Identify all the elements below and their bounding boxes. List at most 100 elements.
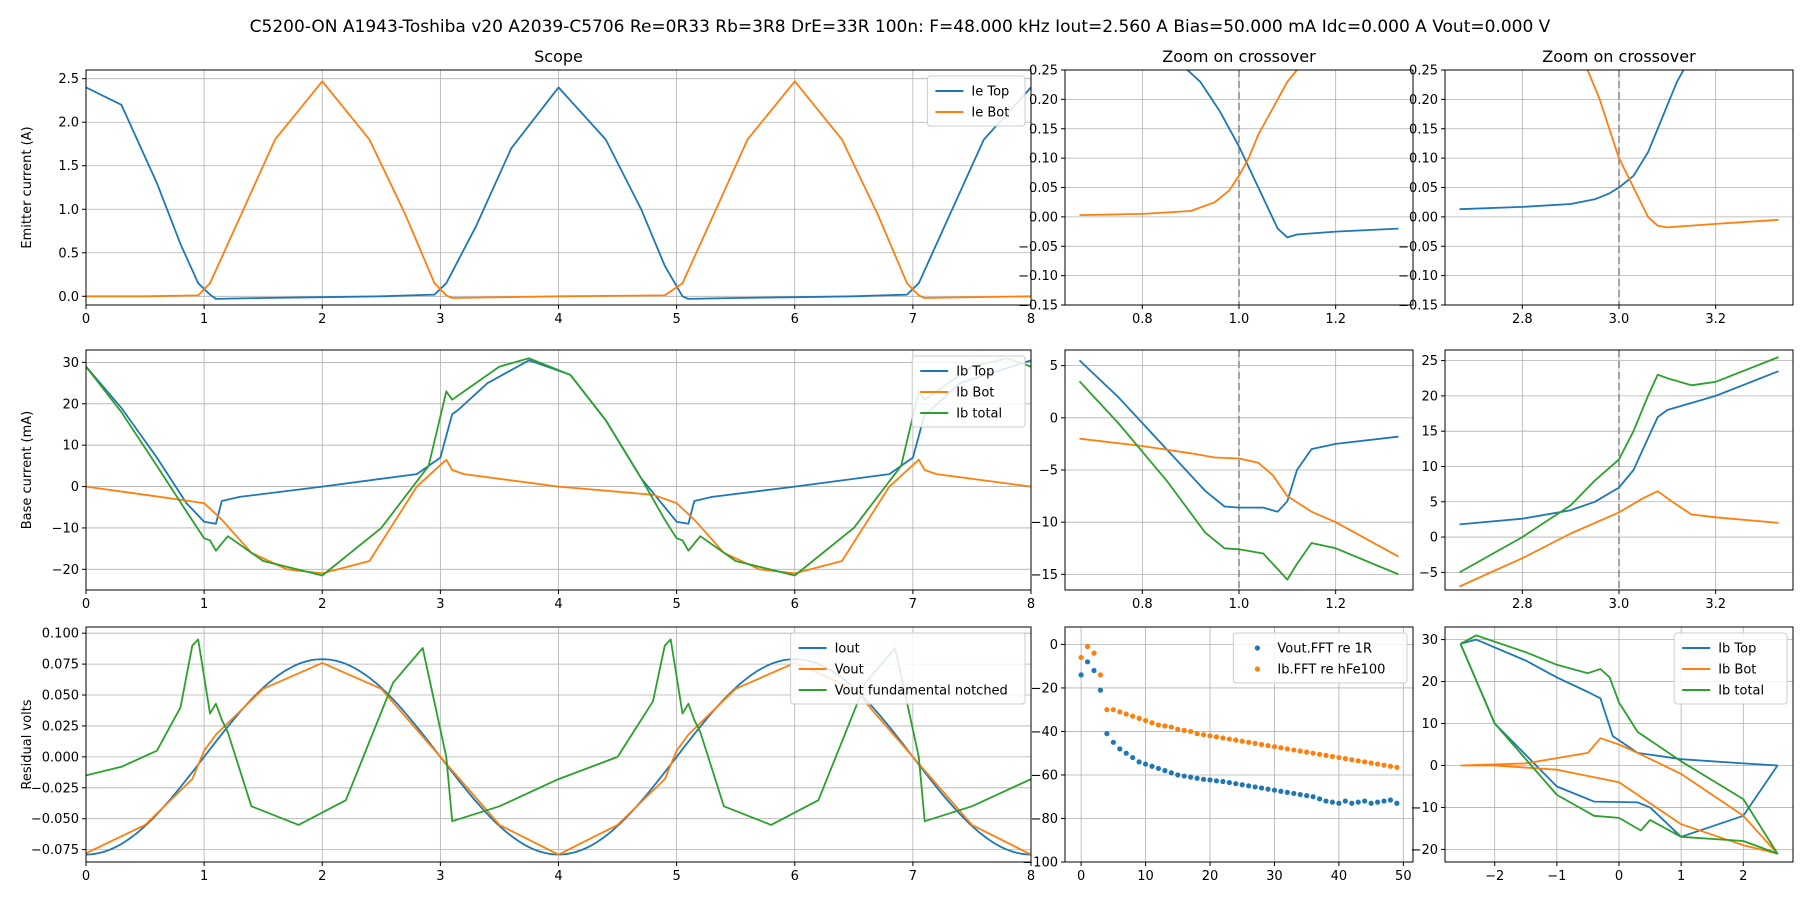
axes-frame <box>85 626 1032 863</box>
x-tick-label: 1 <box>200 597 208 612</box>
x-tick-label: 3.0 <box>1609 597 1630 612</box>
y-tick-label: 0.25 <box>1409 64 1438 79</box>
fft-point <box>1362 798 1368 804</box>
fft-point <box>1200 732 1207 738</box>
series-line <box>1460 737 1779 855</box>
panel-zoom1-emitter: 0.8 1.0 1.2 −0.15 −0.10 −0.05 0.00 0.05 0.10 0.15… <box>1018 47 1414 327</box>
fft-point <box>1220 778 1226 785</box>
fft-point <box>1355 758 1361 764</box>
legend-entry: Ib total <box>956 407 1002 422</box>
fft-point <box>1168 724 1174 730</box>
fft-point <box>1316 751 1323 757</box>
legend: Ib Top Ib Bot Ib total <box>1673 632 1788 705</box>
panel-title: Zoom on crossover <box>1162 47 1316 66</box>
y-tick-label: −20 <box>1411 843 1438 858</box>
fft-point <box>1220 735 1226 741</box>
series-layer <box>1078 643 1400 806</box>
legend-box <box>926 75 1026 127</box>
fft-point <box>1097 672 1104 678</box>
y-tick-label: 5 <box>1430 495 1438 510</box>
y-tick-label: −0.025 <box>31 781 79 796</box>
x-tick-label: 1 <box>200 312 208 327</box>
axes-frame <box>85 69 1032 306</box>
fft-point <box>1387 797 1394 803</box>
series-line <box>1586 70 1779 229</box>
fft-point <box>1265 786 1271 792</box>
y-tick-label: −10 <box>1031 516 1058 531</box>
y-tick-label: 10 <box>1421 460 1438 475</box>
series-line <box>86 359 1031 525</box>
y-tick-label: 0.15 <box>1029 122 1058 137</box>
y-tick-label: −80 <box>1031 812 1058 827</box>
legend-entry: Ib Top <box>956 365 994 380</box>
legend: Iout Vout Vout fundamental notched <box>790 632 1026 705</box>
fft-point <box>1246 783 1252 789</box>
fft-point <box>1258 785 1265 791</box>
x-tick-label: −1 <box>1547 869 1566 884</box>
x-tick-label: 8 <box>1027 312 1035 327</box>
x-tick-label: 1.2 <box>1325 597 1346 612</box>
x-tick-label: 1.0 <box>1229 597 1250 612</box>
fft-point <box>1130 754 1136 761</box>
x-tick-label: 1.0 <box>1229 312 1250 327</box>
fft-point <box>1142 717 1149 724</box>
x-tick-label: 2.8 <box>1512 597 1533 612</box>
fft-point <box>1336 754 1342 761</box>
y-tick-label: 0.075 <box>42 658 79 673</box>
series-layer <box>1459 634 1779 855</box>
y-tick-label: −0.10 <box>1018 269 1058 284</box>
y-tick-label: 0.000 <box>42 750 79 765</box>
series-layer <box>1459 356 1779 588</box>
x-tick-label: 0 <box>82 869 90 884</box>
y-tick-label: 0.5 <box>58 246 79 261</box>
x-tick-label: 3 <box>436 869 444 884</box>
legend-marker <box>1254 666 1260 672</box>
fft-point <box>1329 753 1336 760</box>
series-layer <box>1459 70 1779 229</box>
y-tick-label: 0 <box>1430 531 1438 546</box>
fft-point <box>1136 715 1142 721</box>
x-tick-label: 6 <box>791 312 799 327</box>
fft-point <box>1252 740 1258 747</box>
x-tick-label: 7 <box>909 869 917 884</box>
x-tick-label: 7 <box>909 597 917 612</box>
fft-point <box>1304 749 1310 755</box>
fft-point <box>1194 775 1200 781</box>
y-tick-label: 0 <box>1050 411 1058 426</box>
x-tick-label: 5 <box>672 597 680 612</box>
fft-point <box>1362 759 1368 765</box>
series-line <box>1459 356 1779 574</box>
fft-point <box>1123 711 1129 717</box>
x-tick-label: 0 <box>1615 869 1623 884</box>
fft-point <box>1136 759 1142 765</box>
y-tick-label: −5 <box>1419 566 1438 581</box>
fft-point <box>1194 731 1200 737</box>
x-tick-label: 7 <box>909 312 917 327</box>
fft-point <box>1188 774 1194 780</box>
fft-point <box>1097 687 1104 693</box>
legend-entry: Ib.FFT re hFe100 <box>1277 663 1385 678</box>
y-tick-label: 15 <box>1421 425 1438 440</box>
legend: Vout.FFT re 1R Ib.FFT re hFe100 <box>1232 632 1408 684</box>
panel-zoom3-emitter: 2.8 3.0 3.2 −0.15 −0.10 −0.05 0.00 0.05 0.10 0.15… <box>1398 47 1794 327</box>
y-tick-label: 20 <box>62 397 79 412</box>
fft-point <box>1175 772 1181 778</box>
legend-entry: Ie Bot <box>971 106 1009 121</box>
x-tick-label: 40 <box>1331 869 1348 884</box>
x-tick-label: 30 <box>1266 869 1283 884</box>
x-tick-label: 3 <box>436 597 444 612</box>
fft-point <box>1110 707 1116 713</box>
y-tick-label: −0.05 <box>1018 240 1058 255</box>
y-tick-label: 0.10 <box>1409 152 1438 167</box>
y-tick-label: −5 <box>1039 464 1058 479</box>
x-tick-label: 8 <box>1027 597 1035 612</box>
fft-point <box>1316 796 1323 802</box>
axes-frame <box>1444 626 1794 863</box>
fft-point <box>1304 793 1310 799</box>
y-tick-label: 0.10 <box>1029 152 1058 167</box>
fft-point <box>1271 744 1278 750</box>
fft-point <box>1342 798 1348 804</box>
x-tick-label: 0.8 <box>1132 312 1153 327</box>
y-tick-label: 1.5 <box>58 159 79 174</box>
fft-point <box>1374 799 1381 805</box>
